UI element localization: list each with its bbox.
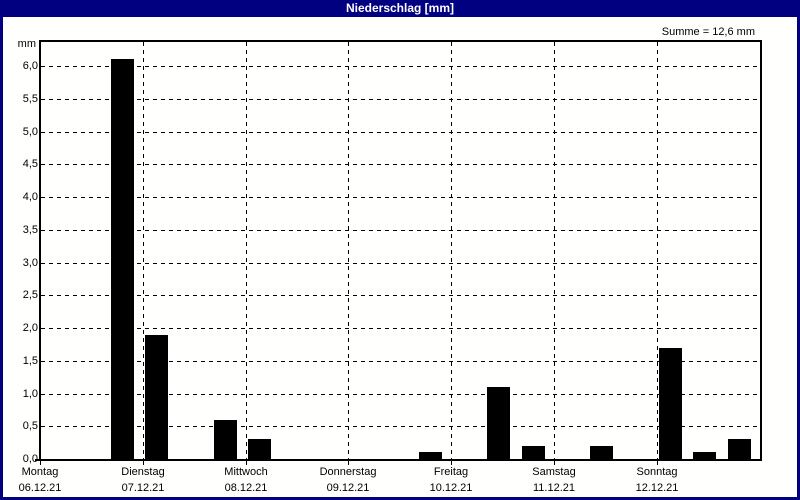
y-tick-label: 4,0: [22, 191, 38, 203]
y-tick-label: 6,0: [22, 60, 38, 72]
h-gridline: [41, 164, 760, 165]
y-tick-label: 2,5: [22, 289, 38, 301]
day-date-label: 07.12.21: [121, 482, 165, 494]
v-gridline: [348, 42, 349, 459]
precipitation-bar: [214, 420, 237, 459]
y-tick-label: 3,0: [22, 257, 38, 269]
day-name-label: Freitag: [433, 466, 469, 478]
precipitation-bar: [693, 452, 716, 459]
precipitation-bar: [111, 59, 134, 459]
y-axis-unit-label: mm: [17, 38, 36, 50]
h-gridline: [41, 295, 760, 296]
x-tick: [143, 461, 144, 465]
y-axis-zero-tick: [35, 459, 39, 461]
x-tick: [40, 461, 41, 465]
h-gridline: [41, 263, 760, 264]
x-tick: [348, 461, 349, 465]
v-gridline: [246, 42, 247, 459]
y-tick-label: 5,0: [22, 126, 38, 138]
precipitation-bar: [248, 439, 271, 459]
precipitation-bar: [590, 446, 613, 459]
plot-frame: [39, 40, 762, 461]
day-name-label: Donnerstag: [319, 466, 377, 478]
day-name-label: Samstag: [532, 466, 576, 478]
h-gridline: [41, 132, 760, 133]
y-tick-label: 0,5: [22, 420, 38, 432]
day-date-label: 10.12.21: [429, 482, 473, 494]
day-date-label: 08.12.21: [224, 482, 268, 494]
y-tick-label: 4,5: [22, 158, 38, 170]
v-gridline: [554, 42, 555, 459]
day-date-label: 06.12.21: [18, 482, 62, 494]
day-date-label: 12.12.21: [635, 482, 679, 494]
x-tick: [451, 461, 452, 465]
v-gridline: [657, 42, 658, 459]
day-name-label: Dienstag: [121, 466, 165, 478]
precipitation-bar: [487, 387, 510, 459]
v-gridline: [451, 42, 452, 459]
y-tick-label: 1,5: [22, 355, 38, 367]
h-gridline: [41, 66, 760, 67]
precipitation-bar: [522, 446, 545, 459]
x-tick: [246, 461, 247, 465]
sum-label: Summe = 12,6 mm: [661, 26, 755, 38]
day-name-label: Montag: [21, 466, 59, 478]
y-tick-label: 0,0: [22, 453, 38, 465]
h-gridline: [41, 328, 760, 329]
day-date-label: 11.12.21: [532, 482, 575, 494]
day-name-label: Sonntag: [636, 466, 678, 478]
x-tick: [657, 461, 658, 465]
title-bar: Niederschlag [mm]: [0, 0, 800, 17]
y-tick-label: 5,5: [22, 93, 38, 105]
day-name-label: Mittwoch: [224, 466, 268, 478]
h-gridline: [41, 361, 760, 362]
chart-title: Niederschlag [mm]: [345, 1, 455, 15]
h-gridline: [41, 197, 760, 198]
x-tick: [554, 461, 555, 465]
precipitation-bar: [419, 452, 442, 459]
y-tick-label: 1,0: [22, 388, 38, 400]
precipitation-bar: [145, 335, 168, 459]
v-gridline: [143, 42, 144, 459]
h-gridline: [41, 426, 760, 427]
h-gridline: [41, 99, 760, 100]
precipitation-bar: [659, 348, 682, 459]
h-gridline: [41, 394, 760, 395]
y-tick-label: 3,5: [22, 224, 38, 236]
day-date-label: 09.12.21: [326, 482, 370, 494]
h-gridline: [41, 230, 760, 231]
precipitation-bar: [728, 439, 751, 459]
y-tick-label: 2,0: [22, 322, 38, 334]
